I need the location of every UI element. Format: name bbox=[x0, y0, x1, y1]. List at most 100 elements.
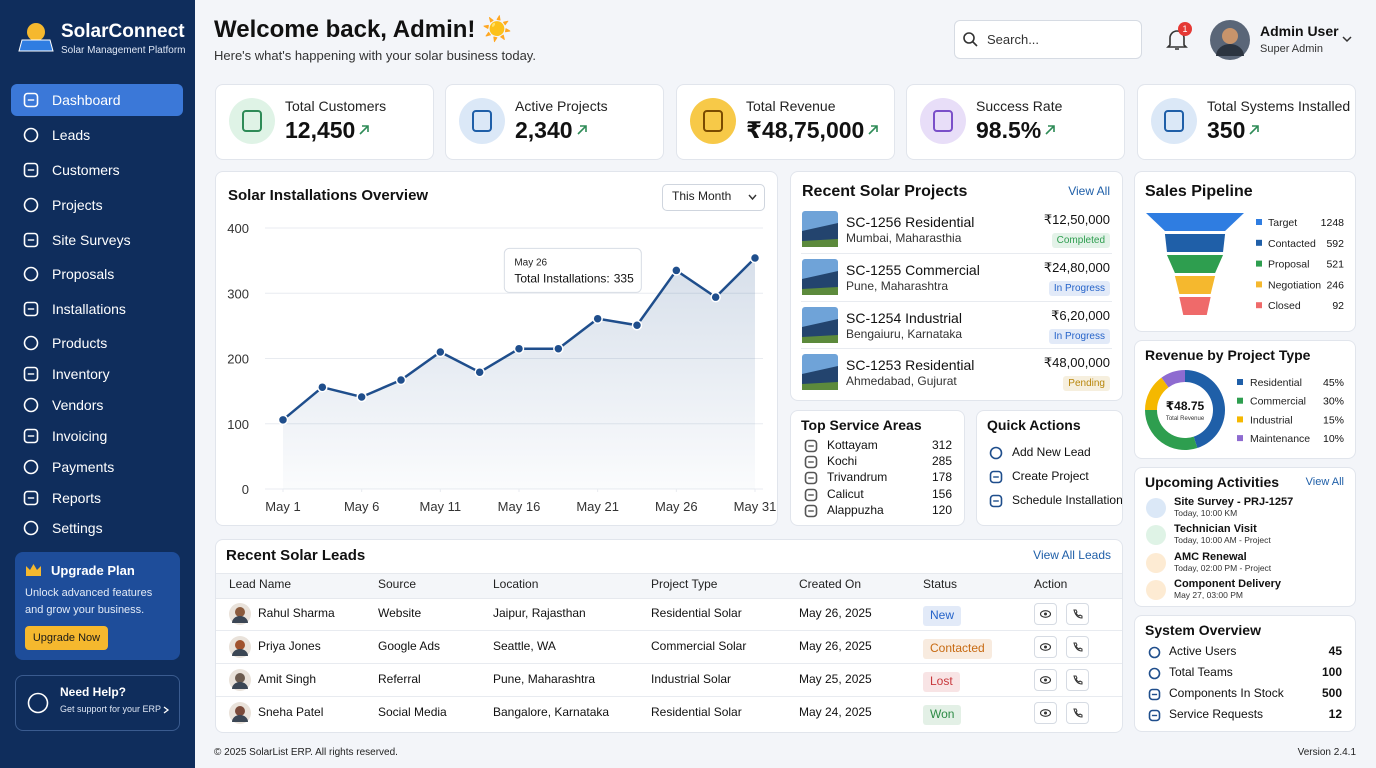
icon bbox=[989, 470, 1003, 484]
view-button[interactable] bbox=[1034, 669, 1057, 691]
icon-shape bbox=[804, 439, 818, 453]
nav-item[interactable]: Customers bbox=[52, 161, 120, 178]
activity-title: Site Survey - PRJ-1257 bbox=[1174, 495, 1294, 508]
eye-shape bbox=[1039, 610, 1052, 618]
point bbox=[710, 291, 721, 303]
status-pill: Won bbox=[923, 705, 962, 725]
activity-title: AMC Renewal bbox=[1174, 550, 1247, 563]
legend-label: Residential bbox=[1250, 377, 1302, 389]
notification-badge[interactable]: 1 bbox=[1178, 22, 1192, 36]
table-header: Source bbox=[378, 577, 417, 592]
lead-name[interactable]: Rahul Sharma bbox=[258, 606, 335, 621]
x-tick-label: May 1 bbox=[265, 499, 300, 514]
nav-item[interactable]: Projects bbox=[52, 196, 103, 213]
project-name[interactable]: SC-1254 Industrial bbox=[846, 309, 962, 326]
icon-shape bbox=[23, 459, 39, 475]
search-icon bbox=[963, 32, 978, 47]
table-cell: Referral bbox=[378, 672, 421, 687]
link[interactable]: View All Leads bbox=[1033, 548, 1111, 563]
chevron bbox=[163, 706, 170, 714]
nav-item[interactable]: Vendors bbox=[52, 396, 104, 413]
quick-action[interactable]: Schedule Installation bbox=[1012, 493, 1123, 508]
upgrade-button[interactable]: Upgrade Now bbox=[25, 626, 108, 650]
point bbox=[513, 343, 525, 354]
icon-shape bbox=[989, 446, 1003, 460]
system-value: 100 bbox=[1321, 665, 1342, 680]
status-pill: Lost bbox=[923, 672, 960, 692]
table-cell: Social Media bbox=[378, 705, 447, 720]
project-name[interactable]: SC-1255 Commercial bbox=[846, 261, 980, 278]
project-name[interactable]: SC-1256 Residential bbox=[846, 213, 975, 230]
project-thumbnail bbox=[802, 307, 838, 343]
call-button[interactable] bbox=[1066, 603, 1089, 625]
table-cell: Pune, Maharashtra bbox=[493, 672, 596, 687]
icon bbox=[1148, 646, 1160, 658]
quick-action[interactable]: Create Project bbox=[1012, 469, 1089, 484]
help-title[interactable]: Need Help? bbox=[60, 685, 127, 700]
nav-item[interactable]: Leads bbox=[52, 126, 91, 143]
nav-item[interactable]: Installations bbox=[52, 300, 126, 317]
thumb-ground bbox=[802, 335, 838, 343]
x-tick-label: May 31 bbox=[734, 499, 777, 514]
view-button[interactable] bbox=[1034, 702, 1057, 724]
chart-title: Solar Installations Overview bbox=[228, 187, 429, 205]
nav-item[interactable]: Site Surveys bbox=[52, 231, 131, 248]
icon-shape bbox=[989, 470, 1003, 484]
point bbox=[553, 343, 564, 354]
period-label[interactable]: This Month bbox=[672, 189, 732, 204]
card-title: Quick Actions bbox=[987, 416, 1081, 433]
chevron-shape bbox=[1342, 36, 1352, 43]
period-select[interactable] bbox=[662, 184, 765, 211]
icon-shape bbox=[1148, 709, 1160, 721]
icon bbox=[23, 428, 39, 444]
lead-name[interactable]: Amit Singh bbox=[258, 672, 317, 687]
view-button[interactable] bbox=[1034, 636, 1057, 658]
user-name[interactable]: Admin User bbox=[1260, 22, 1339, 39]
link[interactable]: View All bbox=[1305, 475, 1344, 488]
icon bbox=[23, 232, 39, 248]
help-box bbox=[15, 675, 180, 731]
nav-item[interactable]: Payments bbox=[52, 458, 115, 475]
view-button[interactable] bbox=[1034, 603, 1057, 625]
kpi-icon-bg bbox=[459, 98, 505, 144]
nav-item[interactable]: Settings bbox=[52, 519, 103, 536]
table-cell: Google Ads bbox=[378, 639, 441, 654]
quick-action[interactable]: Add New Lead bbox=[1012, 445, 1091, 460]
icon bbox=[23, 490, 39, 506]
project-name[interactable]: SC-1253 Residential bbox=[846, 356, 975, 373]
kpi-value: 2,340 bbox=[515, 117, 573, 144]
row-divider bbox=[216, 663, 1122, 664]
nav-item[interactable]: Products bbox=[52, 334, 108, 351]
link[interactable]: View All bbox=[1068, 184, 1110, 199]
card-title: Top Service Areas bbox=[801, 416, 922, 433]
nav-item[interactable]: Proposals bbox=[52, 265, 115, 282]
dropdown-icon bbox=[748, 194, 757, 201]
legend-label: Negotiation bbox=[1268, 279, 1321, 291]
upgrade-text: Unlock advanced features and grow your b… bbox=[25, 587, 153, 616]
icon-shape bbox=[23, 366, 39, 382]
icon bbox=[1148, 688, 1160, 700]
trend-arrow bbox=[1045, 125, 1055, 135]
x-tick-label: May 26 bbox=[655, 499, 698, 514]
tooltip-title: May 26 bbox=[514, 257, 547, 268]
action-icon bbox=[1039, 676, 1052, 684]
eye-pupil bbox=[1044, 645, 1047, 649]
kpi-icon-glyph bbox=[703, 110, 723, 132]
nav-item[interactable]: Invoicing bbox=[52, 427, 108, 444]
call-button[interactable] bbox=[1066, 669, 1089, 691]
avatar-head bbox=[1222, 28, 1238, 44]
nav-item[interactable]: Reports bbox=[52, 489, 102, 506]
icon-shape bbox=[804, 455, 818, 469]
activity-icon bbox=[1146, 553, 1166, 573]
crown-shape bbox=[26, 564, 41, 576]
lead-name[interactable]: Sneha Patel bbox=[258, 705, 324, 720]
nav-item[interactable]: Inventory bbox=[52, 365, 110, 382]
call-button[interactable] bbox=[1066, 702, 1089, 724]
search-box[interactable] bbox=[954, 20, 1142, 59]
lead-name[interactable]: Priya Jones bbox=[258, 639, 321, 654]
call-button[interactable] bbox=[1066, 636, 1089, 658]
nav-item[interactable]: Dashboard bbox=[52, 91, 121, 108]
icon-shape bbox=[804, 488, 818, 502]
system-value: 12 bbox=[1328, 707, 1342, 722]
icon-shape bbox=[23, 520, 39, 536]
